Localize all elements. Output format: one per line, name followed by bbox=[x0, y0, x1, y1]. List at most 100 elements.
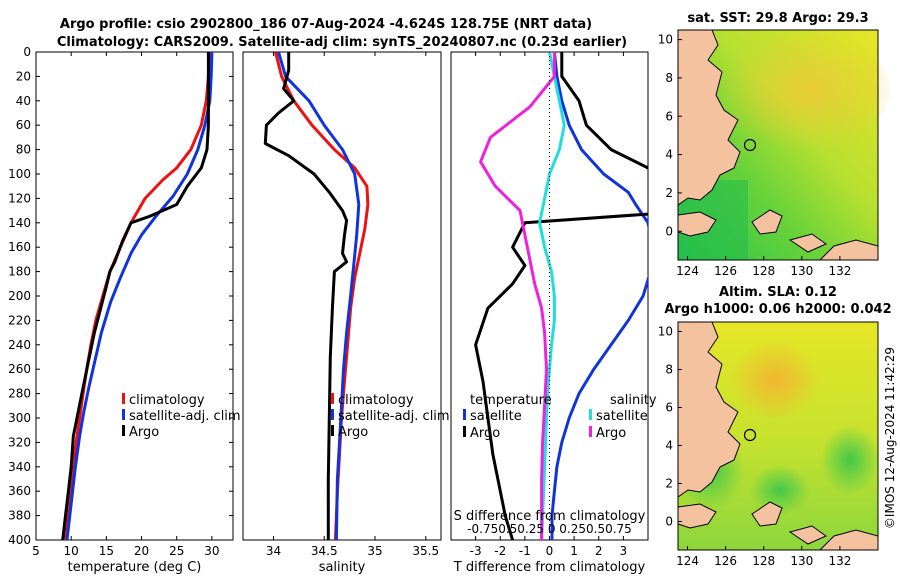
series-line-salinity-argo bbox=[479, 52, 556, 540]
legend-swatch-t-satellite bbox=[463, 409, 466, 420]
sst-halmahera-land bbox=[751, 209, 783, 235]
temperature-xtick-label: 10 bbox=[64, 544, 79, 558]
temperature-xtick-label: 15 bbox=[99, 544, 114, 558]
legend-swatch-satellite bbox=[331, 409, 334, 420]
sst-map-frame bbox=[677, 29, 879, 261]
temperature-xtick-label: 25 bbox=[169, 544, 184, 558]
figure-title-line1: Argo profile: csio 2902800_186 07-Aug-20… bbox=[60, 17, 592, 32]
legend-swatch-satellite bbox=[122, 409, 125, 420]
temperature-profile-panel: 0 20 40 60 80 100 120 140 160 180 200 220 240 260 280 3… bbox=[8, 45, 241, 575]
salinity-xtick-label: 35 bbox=[367, 544, 382, 558]
imos-credit: ©IMOS 12-Aug-2024 11:42:29 bbox=[883, 347, 897, 529]
difference-xtick-label: 1 bbox=[570, 544, 578, 558]
difference-xtick-label: -3 bbox=[470, 544, 482, 558]
series-line-satellite-adj-clim bbox=[277, 52, 361, 540]
legend-swatch-argo bbox=[122, 425, 125, 436]
salinity-plot-frame bbox=[242, 51, 442, 541]
sla_map-xtick-label: 126 bbox=[714, 554, 737, 568]
temperature-ytick-label: 180 bbox=[8, 265, 31, 279]
legend-label-s-satellite: satellite bbox=[596, 409, 648, 424]
sst_map-ytick-label: 10 bbox=[658, 33, 673, 47]
sla-map-panel bbox=[675, 321, 880, 551]
difference-xtick-label: -2 bbox=[494, 544, 506, 558]
difference-xtick-label: 0 bbox=[546, 544, 554, 558]
sst_map-xtick-label: 126 bbox=[714, 264, 737, 278]
sla-philippines-land bbox=[677, 321, 741, 498]
sst_map-xtick-label: 130 bbox=[790, 264, 813, 278]
sst_map-xtick-label: 124 bbox=[676, 264, 699, 278]
sst-argo-location-marker bbox=[743, 138, 757, 152]
sla_map-xtick-label: 130 bbox=[790, 554, 813, 568]
salinity-profile-panel: 34 34.5 35 35.5 salinity climatologysatellite… bbox=[242, 51, 450, 575]
sla_map-ytick-label: 2 bbox=[665, 477, 673, 491]
temperature-ytick-label: 400 bbox=[8, 533, 31, 547]
sla_map-ytick-label: 10 bbox=[658, 325, 673, 339]
salinity-xtick-label: 34.5 bbox=[311, 544, 338, 558]
sst_map-ytick-label: 4 bbox=[665, 148, 673, 162]
difference-xtick-label: 2 bbox=[595, 544, 603, 558]
sla-map-axes: 124 126 128 130 132 0 2 4 6 8 10 bbox=[658, 325, 852, 569]
salinity-xtick-label: 34 bbox=[266, 544, 281, 558]
temperature-ytick-label: 240 bbox=[8, 338, 31, 352]
sla-map-title-line1: Altim. SLA: 0.12 bbox=[719, 285, 837, 300]
sst-island-land bbox=[788, 233, 828, 253]
temperature-ytick-label: 360 bbox=[8, 484, 31, 498]
temperature-ytick-label: 340 bbox=[8, 460, 31, 474]
temperature-ytick-label: 160 bbox=[8, 240, 31, 254]
legend-label-climatology: climatology bbox=[129, 393, 205, 408]
temperature-xaxis-label: temperature (deg C) bbox=[68, 560, 202, 575]
temperature-ytick-label: 380 bbox=[8, 509, 31, 523]
legend-label-satellite: satellite-adj. clim bbox=[338, 409, 450, 424]
legend-label-t-argo: Argo bbox=[470, 426, 500, 441]
legend-heading-salinity: salinity bbox=[610, 393, 657, 408]
legend-swatch-s-argo bbox=[589, 426, 592, 437]
sst_map-xtick-label: 128 bbox=[752, 264, 775, 278]
series-line-salinity-satellite bbox=[538, 52, 566, 540]
legend-label-satellite: satellite-adj. clim bbox=[129, 409, 241, 424]
sst-map-panel bbox=[677, 29, 890, 261]
sla_map-ytick-label: 8 bbox=[665, 363, 673, 377]
salinity-diff-axis-label: S difference from climatology bbox=[454, 509, 646, 524]
temperature-xtick-label: 20 bbox=[134, 544, 149, 558]
sst_map-ytick-label: 2 bbox=[665, 186, 673, 200]
sla-halmahera-land bbox=[751, 501, 783, 527]
temperature-ytick-label: 100 bbox=[8, 167, 31, 181]
salinity-xaxis-label: salinity bbox=[319, 560, 366, 575]
temperature-ytick-label: 320 bbox=[8, 435, 31, 449]
sla-map-title-line2: Argo h1000: 0.06 h2000: 0.042 bbox=[664, 302, 891, 317]
temperature-ytick-label: 80 bbox=[16, 143, 31, 157]
legend-heading-temperature: temperature bbox=[470, 393, 552, 408]
legend-swatch-argo bbox=[331, 425, 334, 436]
series-line-temperature-argo bbox=[474, 52, 648, 540]
temperature-plot-frame bbox=[35, 51, 234, 541]
sst_map-ytick-label: 8 bbox=[665, 71, 673, 85]
sla-argo-location-marker bbox=[743, 428, 757, 442]
series-line-argo bbox=[263, 52, 349, 540]
temperature-ytick-label: 0 bbox=[23, 45, 31, 59]
series-line-temperature-satellite bbox=[550, 52, 648, 540]
legend-label-argo: Argo bbox=[338, 425, 368, 440]
figure-title-line2: Climatology: CARS2009. Satellite-adj cli… bbox=[57, 35, 627, 50]
legend-label-s-argo: Argo bbox=[596, 426, 626, 441]
sla-high-patch bbox=[730, 340, 820, 420]
legend-label-climatology: climatology bbox=[338, 393, 414, 408]
temperature-ytick-label: 200 bbox=[8, 289, 31, 303]
salinity-diff-tick-labels: -0.750.50.25 0 0.250.50.75 bbox=[467, 522, 632, 536]
sla_map-xtick-label: 124 bbox=[676, 554, 699, 568]
difference-xtick-label: 3 bbox=[620, 544, 628, 558]
temperature-xtick-label: 30 bbox=[204, 544, 219, 558]
legend-label-argo: Argo bbox=[129, 425, 159, 440]
sst-warm-patch bbox=[710, 30, 890, 150]
temperature-ytick-label: 20 bbox=[16, 69, 31, 83]
temperature-ytick-label: 260 bbox=[8, 362, 31, 376]
sla-map-frame bbox=[677, 321, 879, 551]
temperature-ytick-label: 60 bbox=[16, 118, 31, 132]
series-line-satellite-adj-clim bbox=[65, 52, 214, 540]
sla_map-xtick-label: 132 bbox=[828, 554, 851, 568]
legend-swatch-climatology bbox=[331, 393, 334, 404]
sla_map-ytick-label: 4 bbox=[665, 439, 673, 453]
sst_map-ytick-label: 6 bbox=[665, 109, 673, 123]
series-line-argo bbox=[61, 52, 210, 540]
temperature-ytick-label: 120 bbox=[8, 191, 31, 205]
